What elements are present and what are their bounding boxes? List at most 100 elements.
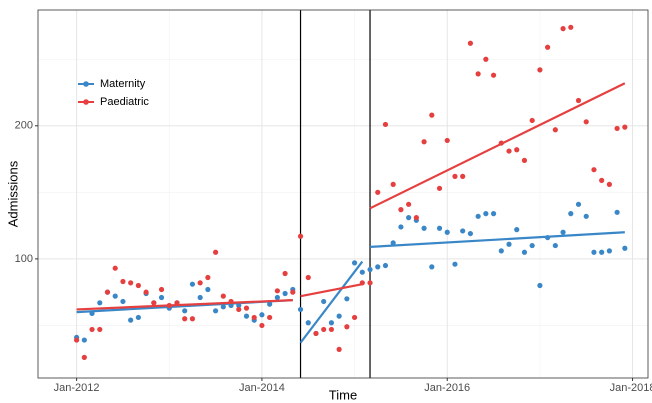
data-point (436, 185, 443, 191)
data-point (158, 294, 165, 301)
data-point (321, 298, 327, 305)
data-point (336, 313, 342, 319)
data-point (498, 248, 504, 254)
data-point (583, 119, 589, 125)
data-point (81, 354, 87, 360)
data-point (591, 167, 597, 173)
data-point (575, 97, 582, 104)
data-point (158, 286, 165, 293)
data-point (506, 148, 512, 154)
data-point (568, 24, 574, 30)
data-point (112, 293, 118, 299)
data-point (406, 215, 412, 221)
data-point (97, 326, 103, 333)
data-point (328, 320, 335, 326)
data-point (382, 121, 389, 128)
data-point (460, 228, 466, 234)
data-point (220, 293, 226, 299)
legend-label: Maternity (100, 78, 146, 90)
data-point (444, 137, 450, 144)
x-tick-label: Jan-2014 (239, 382, 285, 394)
data-point (591, 249, 597, 255)
data-point (189, 281, 196, 287)
data-point (259, 322, 265, 329)
data-point (606, 248, 612, 254)
data-point (212, 249, 219, 255)
data-point (552, 242, 558, 249)
data-point (104, 289, 111, 295)
data-point (297, 306, 304, 313)
data-point (74, 337, 80, 343)
data-point (583, 213, 589, 219)
data-point (614, 125, 620, 132)
y-axis-title: Admissions (5, 160, 20, 227)
data-point (259, 312, 265, 318)
data-point (197, 280, 203, 286)
data-point (529, 242, 535, 249)
data-point (359, 269, 365, 275)
trend-line (299, 260, 364, 344)
data-point (529, 117, 535, 124)
data-point (128, 280, 134, 286)
data-point (545, 44, 551, 50)
data-point (197, 294, 203, 301)
data-point (305, 274, 311, 281)
data-point (475, 71, 481, 77)
trend-line (300, 283, 363, 298)
trend-line (369, 231, 625, 249)
data-point (475, 213, 481, 219)
data-point (514, 227, 520, 233)
data-point (212, 308, 219, 314)
data-point (282, 290, 288, 297)
legend-dot (83, 81, 89, 87)
data-point (351, 260, 358, 266)
data-point (537, 282, 543, 289)
data-point (274, 288, 280, 294)
data-point (413, 215, 419, 221)
legend-dot (83, 99, 89, 105)
data-point (552, 127, 558, 133)
x-axis-title: Time (329, 387, 357, 402)
data-point (568, 211, 574, 217)
y-tick-label: 200 (15, 120, 33, 132)
data-point (112, 265, 118, 271)
data-point (483, 56, 489, 62)
data-point (344, 296, 350, 302)
data-point (390, 240, 396, 246)
data-point (128, 317, 134, 323)
data-point (313, 330, 319, 337)
data-point (182, 308, 188, 314)
data-point (251, 314, 257, 321)
data-point (321, 326, 327, 333)
data-point (336, 346, 342, 352)
panel-border (37, 9, 649, 379)
data-point (467, 230, 474, 237)
data-point (290, 289, 296, 295)
data-point (467, 40, 474, 46)
data-point (429, 112, 435, 118)
data-point (514, 147, 520, 153)
trend-line (369, 82, 626, 210)
data-point (421, 225, 427, 231)
data-point (375, 264, 381, 270)
data-point (490, 72, 497, 78)
data-point (344, 324, 350, 330)
data-point (282, 270, 288, 277)
data-point (328, 326, 335, 333)
data-point (506, 241, 512, 247)
panel (38, 10, 648, 378)
data-point (135, 314, 141, 321)
data-point (267, 301, 273, 307)
data-point (236, 306, 242, 313)
data-point (382, 262, 389, 269)
data-point (452, 261, 458, 267)
data-point (267, 314, 273, 321)
data-point (120, 278, 126, 285)
data-point (614, 209, 620, 215)
data-point (182, 316, 188, 322)
data-point (421, 139, 427, 145)
data-point (243, 305, 250, 311)
data-point (490, 211, 497, 217)
data-point (151, 300, 157, 306)
